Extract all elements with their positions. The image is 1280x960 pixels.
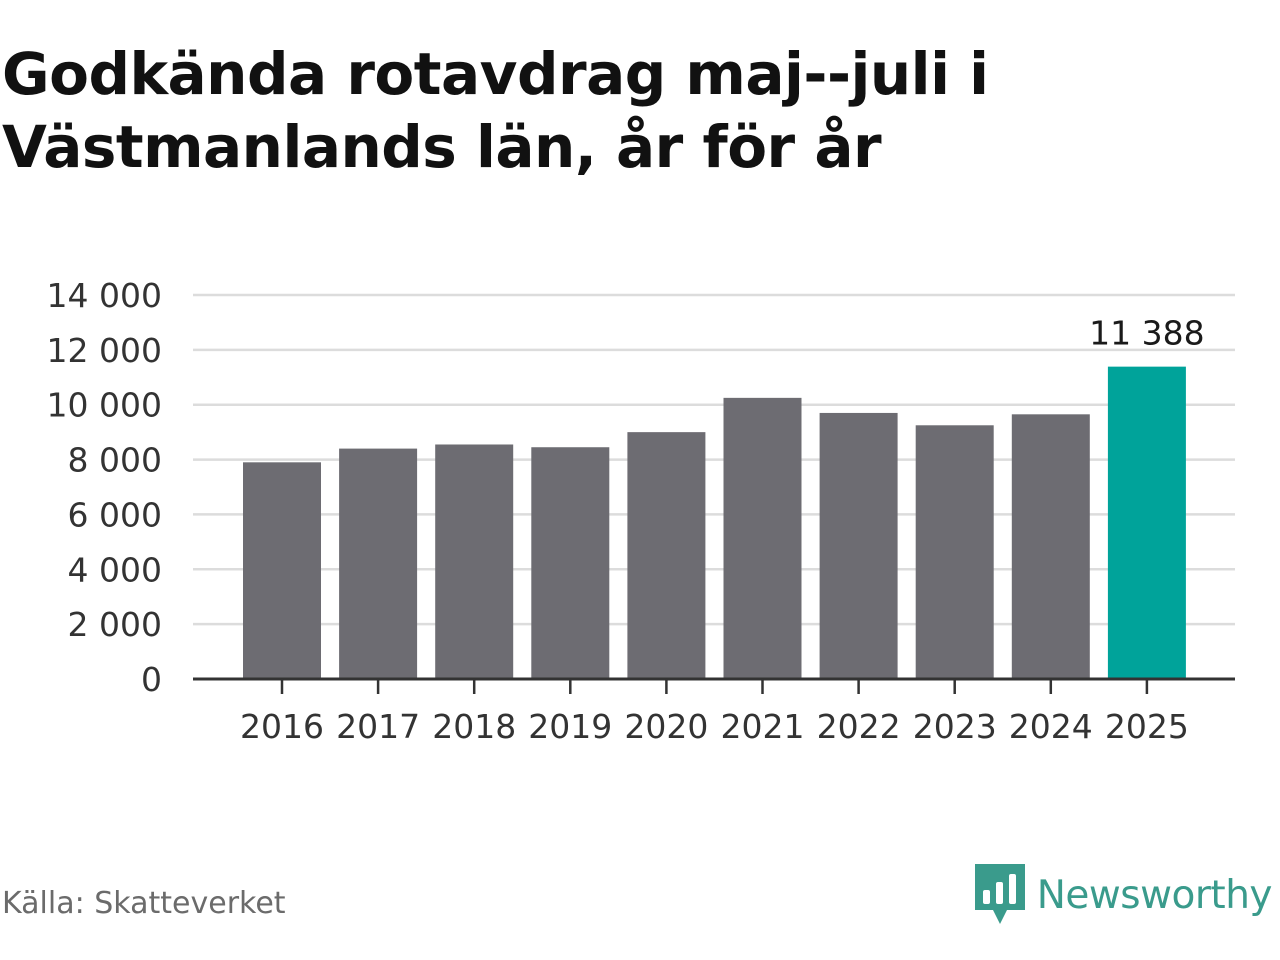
y-axis-ticks: 0 2 000 4 000 6 000 8 000 10 000 12 000 14 000: [47, 276, 162, 699]
x-tick-label: 2022: [817, 707, 901, 746]
x-tick-label: 2020: [624, 707, 708, 746]
bar-2018: [435, 444, 514, 679]
bar-2022: [819, 412, 898, 679]
y-tick-label: 14 000: [47, 276, 162, 315]
source-note: Källa: Skatteverket: [2, 886, 286, 921]
x-tick-label: 2024: [1009, 707, 1093, 746]
bar-2021: [723, 397, 802, 679]
bar-2019: [531, 447, 610, 679]
data-labels: 11 388: [1089, 314, 1204, 353]
bar-2025: [1107, 366, 1186, 679]
y-tick-label: 0: [141, 660, 162, 699]
chart-title: Godkända rotavdrag maj--juli i Västmanla…: [2, 40, 989, 181]
bar-chart-speech-bubble-icon: [974, 864, 1025, 924]
y-tick-label: 10 000: [47, 386, 162, 425]
brand[interactable]: Newsworthy: [974, 864, 1273, 926]
brand-name: Newsworthy: [1036, 872, 1273, 918]
x-axis-ticks: 2016 2017 2018 2019 2020 2021 2022 2023 2024 2025: [240, 679, 1189, 746]
bar-2023: [915, 425, 994, 679]
x-tick-label: 2017: [336, 707, 420, 746]
data-label: 11 388: [1089, 314, 1204, 353]
x-tick-label: 2025: [1105, 707, 1189, 746]
bar-2020: [627, 432, 706, 679]
bars: [243, 366, 1186, 679]
y-tick-label: 8 000: [68, 441, 162, 480]
x-tick-label: 2021: [721, 707, 805, 746]
bar-2016: [243, 462, 321, 679]
x-tick-label: 2018: [432, 707, 516, 746]
y-tick-label: 2 000: [68, 605, 162, 644]
x-tick-label: 2023: [913, 707, 997, 746]
y-tick-label: 4 000: [68, 550, 162, 589]
x-tick-label: 2019: [528, 707, 612, 746]
bar-2017: [339, 448, 418, 679]
x-tick-label: 2016: [240, 707, 324, 746]
y-tick-label: 6 000: [68, 495, 162, 534]
y-tick-label: 12 000: [47, 331, 162, 370]
bar-2024: [1011, 414, 1090, 679]
